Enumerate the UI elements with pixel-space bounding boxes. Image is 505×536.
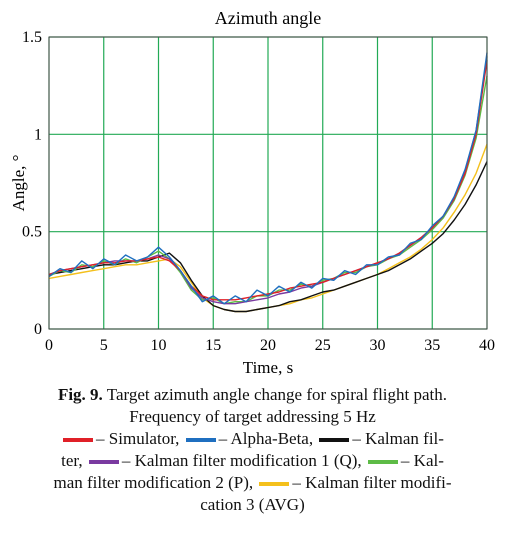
x-axis-label: Time, s xyxy=(243,358,293,377)
x-tick-label-7: 35 xyxy=(424,337,440,354)
chart-title: Azimuth angle xyxy=(215,8,321,28)
y-axis-label: Angle, ° xyxy=(9,155,28,212)
legend-mod1: – Kalman filter modification 1 (Q), xyxy=(121,451,362,470)
x-tick-label-5: 25 xyxy=(315,337,331,354)
legend-kalman: – Kalman fil- xyxy=(352,429,444,448)
y-tick-labels: 0 0.5 1 1.5 xyxy=(22,29,42,338)
legend-mod3: – Kalman filter modifi- xyxy=(292,473,452,492)
legend-swatch-mod3 xyxy=(259,482,290,487)
caption-line-3: – Simulator, – Alpha-Beta, – Kalman fil- xyxy=(0,428,505,450)
fig-label: Fig. 9. xyxy=(57,385,103,404)
legend-mod2-cont: man filter modification 2 (P), xyxy=(53,473,254,492)
caption-line-4: ter, – Kalman filter modification 1 (Q),… xyxy=(0,450,505,472)
x-tick-label-1: 5 xyxy=(100,337,108,354)
x-tick-labels: 0 5 10 15 20 25 30 35 40 xyxy=(45,337,495,354)
x-tick-label-8: 40 xyxy=(479,337,495,354)
y-tick-label-0: 0 xyxy=(34,321,42,338)
x-tick-label-0: 0 xyxy=(45,337,53,354)
plot-frame xyxy=(48,36,488,330)
legend-swatch-alpha-beta xyxy=(185,438,216,443)
legend-kalman-cont: ter, xyxy=(61,451,83,470)
x-tick-label-6: 30 xyxy=(370,337,386,354)
azimuth-chart: Azimuth angle 0 5 10 15 20 25 30 35 40 00.511.5 … xyxy=(9,8,495,377)
caption-line-6: cation 3 (AVG) xyxy=(200,495,305,514)
y-tick-label-3: 1.5 xyxy=(22,29,42,46)
series-lines xyxy=(48,52,488,313)
x-tick-label-3: 15 xyxy=(205,337,221,354)
legend-alpha-beta: – Alpha-Beta, xyxy=(218,429,314,448)
caption-line-2: Frequency of target addressing 5 Hz xyxy=(129,407,376,426)
caption-title: Target azimuth angle change for spiral f… xyxy=(102,385,448,404)
caption-line-5: man filter modification 2 (P), – Kalman … xyxy=(0,472,505,494)
legend-swatch-mod1 xyxy=(88,460,119,465)
series-line-alpha-beta xyxy=(48,52,488,305)
legend-swatch-mod2 xyxy=(367,460,398,465)
legend-mod2: – Kal- xyxy=(400,451,444,470)
legend-swatch-kalman xyxy=(319,438,350,443)
series-line-kalman-filter xyxy=(48,161,488,313)
figure-caption: Fig. 9. Target azimuth angle change for … xyxy=(0,384,505,516)
x-tick-label-4: 20 xyxy=(260,337,276,354)
y-tick-label-2: 1 xyxy=(34,126,42,143)
x-tick-label-2: 10 xyxy=(151,337,167,354)
caption-line-1: Fig. 9. Target azimuth angle change for … xyxy=(0,384,505,406)
legend-simulator: – Simulator, xyxy=(96,429,180,448)
grid xyxy=(48,36,488,330)
y-tick-label-1: 0.5 xyxy=(22,224,42,241)
legend-swatch-simulator xyxy=(63,438,94,443)
